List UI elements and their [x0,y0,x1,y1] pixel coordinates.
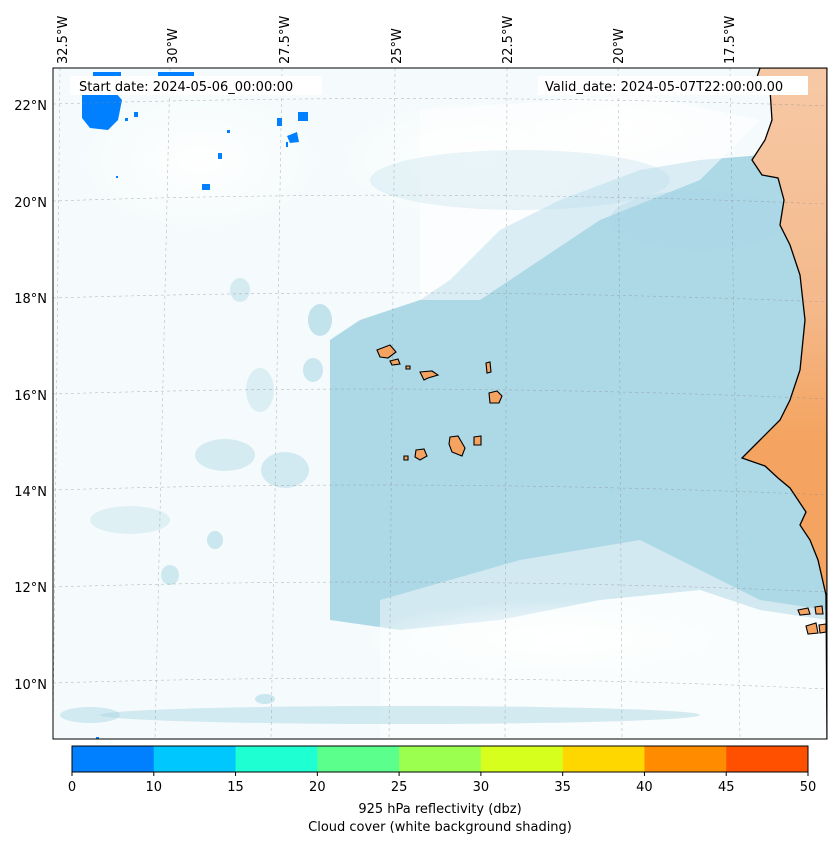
lat-label: 16°N [14,389,47,404]
lat-label: 20°N [14,196,47,211]
colorbar-tick-label: 30 [473,780,490,795]
lat-label: 12°N [14,581,47,596]
colorbar-swatch [399,746,482,772]
lon-label: 30°W [166,28,181,64]
colorbar-swatch [562,746,645,772]
island-sal [485,361,492,374]
lon-label: 17.5°W [723,16,738,64]
colorbar-tick-label: 0 [68,780,76,795]
valid-date-label: Valid_date: 2024-05-07T22:00:00.00 [545,80,783,95]
colorbar-tick-label: 50 [800,780,817,795]
island-sao-nicolau [419,370,440,381]
island-brava [403,455,409,461]
colorbar-tick-label: 15 [227,780,244,795]
colorbar-swatch [72,746,155,772]
island-fogo [414,448,428,461]
cloud-shading [53,68,827,739]
colorbar-swatch [644,746,727,772]
lat-label: 18°N [14,292,47,307]
lon-label: 27.5°W [278,16,293,64]
island-santa-luzia [405,365,411,370]
colorbar-tick-label: 25 [391,780,408,795]
colorbar: 0 10 15 20 25 30 35 40 45 50 925 hPa reflectivity… [68,745,817,835]
lat-label: 22°N [14,99,47,114]
cape-verde-islands [376,344,503,461]
valid-date-box [538,76,808,95]
island-santo-antao [376,344,397,359]
colorbar-label-cloud: Cloud cover (white background shading) [308,820,572,835]
start-date-label: Start date: 2024-05-06_00:00:00 [79,80,293,95]
colorbar-tick-label: 10 [146,780,163,795]
island-santiago [448,435,466,457]
island-maio [473,435,482,446]
map-panel: Start date: 2024-05-06_00:00:00 Valid_da… [53,68,827,739]
longitude-labels: 32.5°W 30°W 27.5°W 25°W 22.5°W 20°W 17.5… [56,16,738,64]
west-africa-land [740,68,827,739]
latitude-labels: 22°N 20°N 18°N 16°N 14°N 12°N 10°N [14,99,47,693]
map-frame [52,67,828,740]
coastal-islands [797,605,827,635]
colorbar-label-reflectivity: 925 hPa reflectivity (dbz) [358,802,521,817]
colorbar-swatch [480,746,564,772]
colorbar-tick-label: 35 [554,780,571,795]
colorbar-swatch [317,746,400,772]
lon-label: 20°W [612,28,627,64]
colorbar-swatch [235,746,318,772]
start-date-box [70,76,322,95]
island-boa-vista [488,390,503,404]
cloud-thin-patches [60,150,790,724]
gridlines [53,68,827,739]
lon-label: 22.5°W [501,16,516,64]
colorbar-swatch [726,746,809,772]
lon-label: 32.5°W [56,16,71,64]
lon-label: 25°W [390,28,405,64]
colorbar-tick-label: 40 [636,780,653,795]
lat-label: 14°N [14,485,47,500]
lat-label: 10°N [14,678,47,693]
colorbar-tick-label: 45 [718,780,735,795]
colorbar-swatch [153,746,237,772]
colorbar-frame [71,745,809,773]
reflectivity-echoes [82,72,308,739]
colorbar-tick-label: 20 [309,780,326,795]
